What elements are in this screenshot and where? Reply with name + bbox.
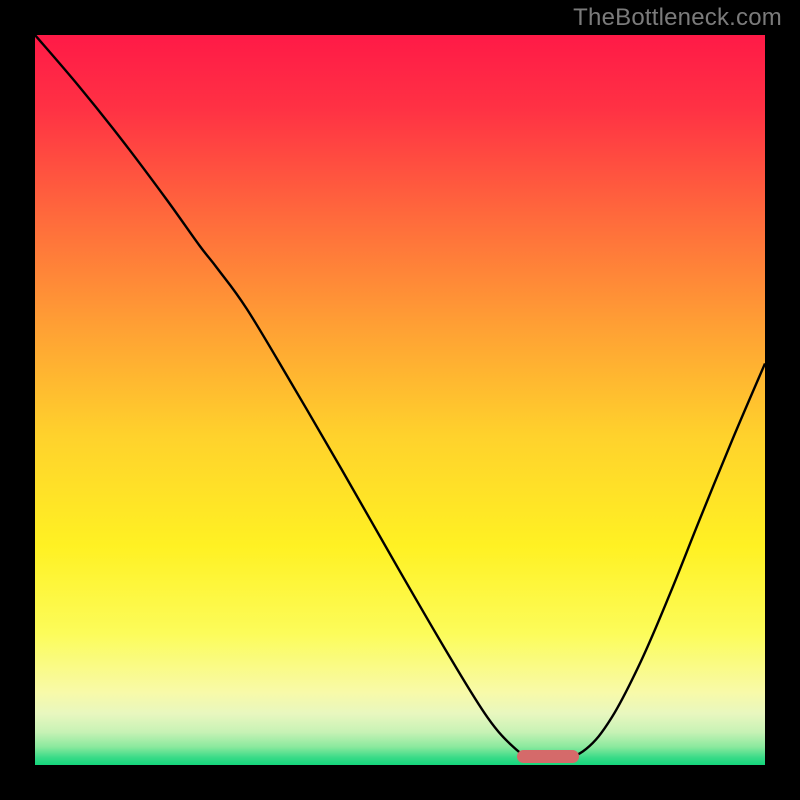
watermark-text: TheBottleneck.com xyxy=(573,4,782,32)
plot-area xyxy=(35,35,765,765)
bottleneck-curve xyxy=(35,35,765,765)
optimal-range-marker xyxy=(517,750,579,763)
